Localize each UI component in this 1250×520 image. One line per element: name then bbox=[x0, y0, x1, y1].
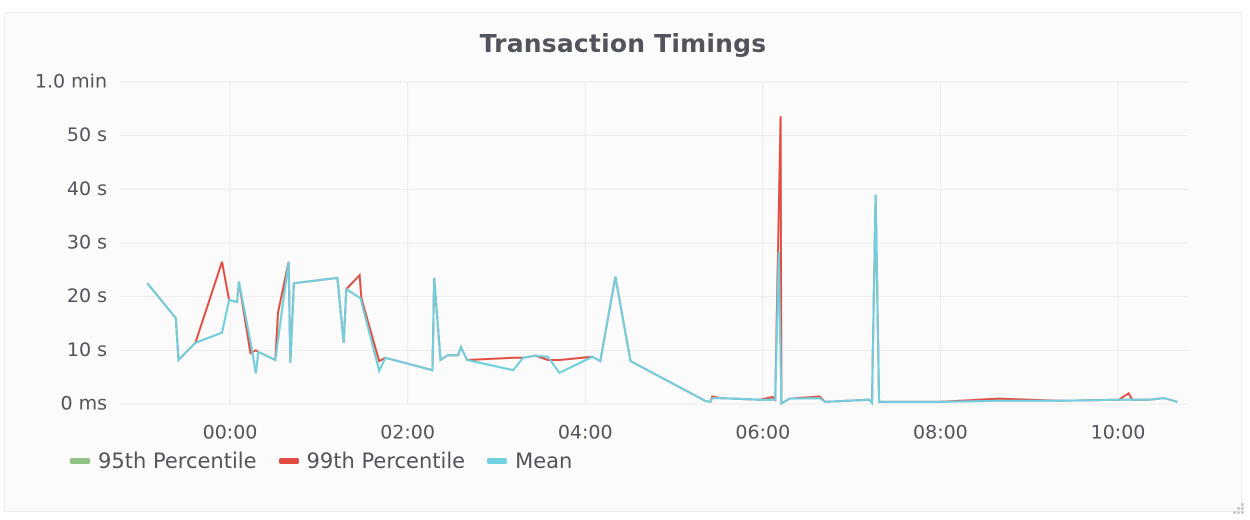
y-tick-label: 30 s bbox=[67, 232, 107, 254]
y-tick-label: 0 ms bbox=[60, 393, 107, 415]
x-tick-label: 06:00 bbox=[735, 422, 790, 444]
x-tick-label: 04:00 bbox=[558, 422, 613, 444]
y-tick-label: 50 s bbox=[67, 124, 107, 146]
y-tick-label: 20 s bbox=[67, 285, 107, 307]
graph-panel: Transaction Timings bbox=[4, 12, 1242, 512]
legend-item-99th-percentile[interactable]: 99th Percentile bbox=[278, 449, 466, 473]
x-tick-label: 00:00 bbox=[203, 422, 258, 444]
y-axis: 0 ms 10 s 20 s 30 s 40 s 50 s 1.0 min bbox=[35, 71, 107, 415]
legend-label: Mean bbox=[515, 449, 573, 473]
y-tick-label: 10 s bbox=[67, 339, 107, 361]
legend-label: 99th Percentile bbox=[306, 449, 466, 473]
panel-title[interactable]: Transaction Timings bbox=[479, 29, 767, 58]
x-tick-label: 08:00 bbox=[913, 422, 968, 444]
grid-lines bbox=[120, 81, 1188, 405]
legend: 95th Percentile 99th Percentile Mean bbox=[70, 449, 594, 473]
x-tick-label: 10:00 bbox=[1091, 422, 1146, 444]
x-tick-label: 02:00 bbox=[380, 422, 435, 444]
series-lines bbox=[146, 116, 1178, 406]
y-tick-label: 40 s bbox=[67, 178, 107, 200]
legend-label: 95th Percentile bbox=[98, 449, 257, 473]
x-axis: 00:00 02:00 04:00 06:00 08:00 10:00 bbox=[203, 422, 1146, 444]
series-line-95th-percentile[interactable] bbox=[146, 194, 1178, 406]
series-line-99th-percentile[interactable] bbox=[146, 116, 1178, 406]
panel-resize-handle-icon[interactable] bbox=[1232, 502, 1244, 514]
legend-item-95th-percentile[interactable]: 95th Percentile bbox=[70, 449, 257, 473]
series-line-mean[interactable] bbox=[146, 194, 1178, 406]
y-tick-label: 1.0 min bbox=[35, 71, 107, 93]
legend-swatch-icon bbox=[70, 458, 90, 464]
legend-swatch-icon bbox=[278, 458, 299, 464]
legend-swatch-icon bbox=[487, 458, 508, 464]
legend-item-mean[interactable]: Mean bbox=[487, 449, 572, 473]
